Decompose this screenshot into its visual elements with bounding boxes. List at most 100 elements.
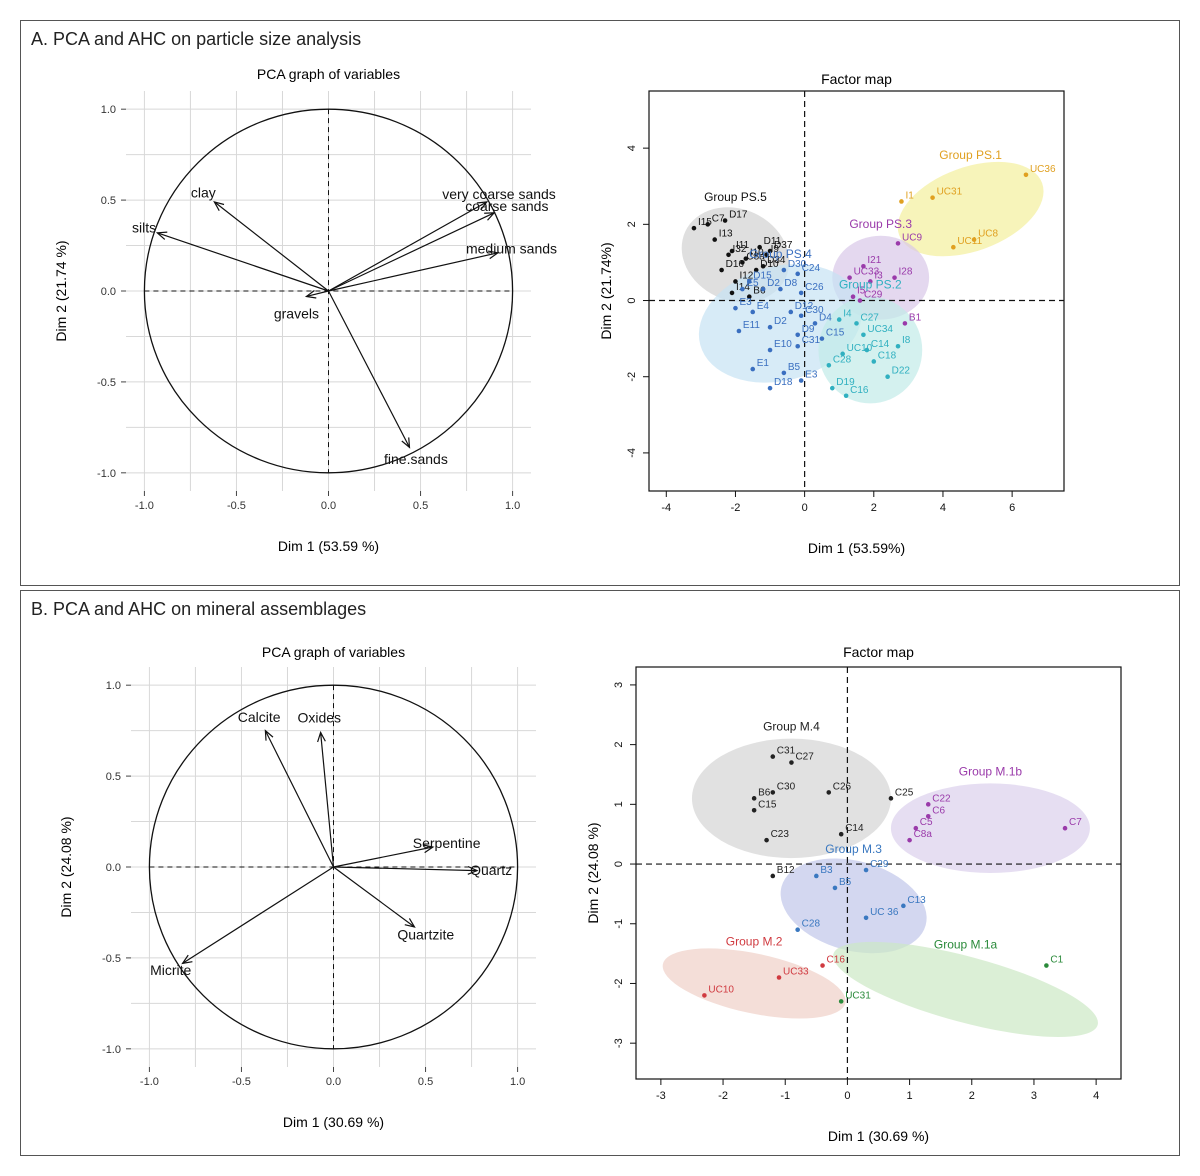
p0-fac-point-label: D4 <box>819 312 832 323</box>
p1-var-xlabel: Dim 1 (30.69 %) <box>283 1114 384 1130</box>
p1-fac-point <box>820 963 825 968</box>
p0-fac-xtick-label: 4 <box>940 502 946 514</box>
p0-fac-point-label: UC36 <box>1030 164 1056 175</box>
p0-fac-point <box>719 267 724 273</box>
p1-fac-point <box>751 796 757 801</box>
p1-var-arrowhead <box>422 844 435 854</box>
p1-var-vector-micrite <box>182 866 334 964</box>
p0-fac-point-label: I28 <box>899 267 913 278</box>
p0-fac-point <box>781 267 787 273</box>
p0-fac-point <box>840 351 845 357</box>
p0-fac-point-label: C7 <box>712 213 725 224</box>
p1-fac-point-label: B5 <box>839 877 852 888</box>
p0-fac-point <box>760 263 766 269</box>
p1-fac-group-label: Group M.2 <box>726 935 783 949</box>
p0-fac-group-label: Group PS.2 <box>839 278 902 292</box>
p0-fac-ellipse-group-ps-2 <box>818 296 923 404</box>
p1-fac-point <box>702 993 707 998</box>
p0-fac-point <box>712 237 718 242</box>
p0-var-vector-medium-sands <box>328 252 498 292</box>
p0-fac-ytick-label: -2 <box>626 372 638 382</box>
p0-fac-point-label: C14 <box>871 339 890 350</box>
p0-fac-point-label: E5 <box>746 278 759 289</box>
p0-fac-point <box>861 332 866 338</box>
p0-fac-point <box>746 279 752 284</box>
p0-fac-point <box>746 294 752 300</box>
p1-fac-point-label: C23 <box>771 829 790 840</box>
p0-fac-point-label: D8 <box>784 278 797 289</box>
p0-fac-point-label: C29 <box>864 290 883 301</box>
p1-fac-point <box>838 999 844 1004</box>
p1-var-vector-label: Calcite <box>238 709 281 725</box>
p1-fac-point <box>863 915 869 921</box>
p1-var-vector-quartzite <box>333 866 415 928</box>
p0-fac-point <box>781 370 787 376</box>
p1-fac-point <box>776 975 782 980</box>
p0-var-xlabel: Dim 1 (53.59 %) <box>278 538 379 554</box>
p0-fac-point <box>812 321 818 326</box>
p1-fac-point <box>888 796 894 801</box>
p0-fac-point <box>864 347 870 353</box>
p0-fac-point <box>1023 172 1029 178</box>
p1-fac-group-label: Group M.1b <box>959 764 1023 778</box>
p0-fac-point <box>868 279 873 284</box>
p0-var-vector-gravels <box>306 290 329 298</box>
p1-fac-ytick-label: -3 <box>613 1038 625 1048</box>
p0-fac-group-label: Group PS.4 <box>749 247 812 261</box>
p0-fac-ylabel: Dim 2 (21.74%) <box>598 242 614 339</box>
p1-fac-frame <box>635 666 1122 1080</box>
p0-fac-point <box>726 252 731 258</box>
p1-fac-point <box>751 808 757 813</box>
p0-fac-point <box>733 305 738 311</box>
p1-fac-ellipse-group-m-1b <box>890 783 1090 873</box>
p0-fac-point <box>729 290 735 296</box>
p1-fac-ytick-label: 2 <box>613 742 625 748</box>
p1-var-xtick-label: 0.0 <box>326 1076 341 1088</box>
p0-fac-point-label: D11 <box>764 236 782 247</box>
p1-fac-point <box>832 885 838 891</box>
panel-b-title: B. PCA and AHC on mineral assemblages <box>31 599 367 619</box>
p0-fac-point <box>930 195 935 200</box>
p1-var-arrowhead <box>181 954 193 965</box>
p1-var-vector-quartz <box>333 866 478 872</box>
p1-fac-ylabel: Dim 2 (24.08 %) <box>585 822 601 923</box>
p0-var-vector-silts <box>157 232 329 292</box>
p1-fac-point-label: C31 <box>777 746 796 757</box>
p0-fac-point-label: C31 <box>802 335 821 346</box>
p0-var-vector-label: gravels <box>274 305 319 321</box>
p0-fac-point-label: UC33 <box>854 267 880 278</box>
p0-fac-point <box>902 321 908 326</box>
p0-fac-point-label: UC9 <box>902 232 922 243</box>
p0-fac-point <box>753 267 759 273</box>
p1-var-ytick-label: -1.0 <box>102 1044 121 1056</box>
p0-fac-point <box>750 309 756 315</box>
p1-fac-title: Factor map <box>843 644 914 660</box>
p0-fac-xtick-label: -2 <box>731 502 741 514</box>
p1-var-ylabel: Dim 2 (24.08 %) <box>58 816 74 917</box>
p0-var-arrowhead <box>476 201 489 211</box>
p0-fac-point <box>757 244 762 250</box>
p1-fac-point-label: C13 <box>907 895 926 906</box>
p1-var-arrowhead <box>264 729 274 741</box>
p1-fac-point <box>863 867 869 873</box>
p0-fac-xtick-label: 0 <box>802 502 808 514</box>
p1-fac-point-label: C27 <box>795 752 814 763</box>
p0-var-ytick-label: 0.5 <box>101 195 116 207</box>
p0-fac-point <box>861 263 866 269</box>
p0-fac-point <box>829 385 835 391</box>
p1-fac-group-label: Group M.1a <box>934 938 998 952</box>
p0-fac-ytick-label: 4 <box>626 145 638 151</box>
p1-fac-point-label: B12 <box>777 865 795 876</box>
p0-fac-point-label: C16 <box>850 385 869 396</box>
p0-fac-point <box>767 324 773 330</box>
p0-fac-xtick-label: -4 <box>661 502 671 514</box>
p0-fac-group-label: Group PS.1 <box>939 148 1002 162</box>
p0-fac-point <box>767 347 773 353</box>
panel-b-charts: PCA graph of variables -1.0 -0.5 0.0 0.5 1.0 -… <box>58 644 1122 1144</box>
p1-var-arrowhead <box>404 918 416 928</box>
p0-var-arrowhead <box>484 212 496 221</box>
p0-fac-point <box>895 241 901 246</box>
p0-fac-point-label: I3 <box>874 270 883 281</box>
p1-fac-group-label: Group M.3 <box>825 842 882 856</box>
p0-var-xtick-label: 0.0 <box>321 500 336 512</box>
